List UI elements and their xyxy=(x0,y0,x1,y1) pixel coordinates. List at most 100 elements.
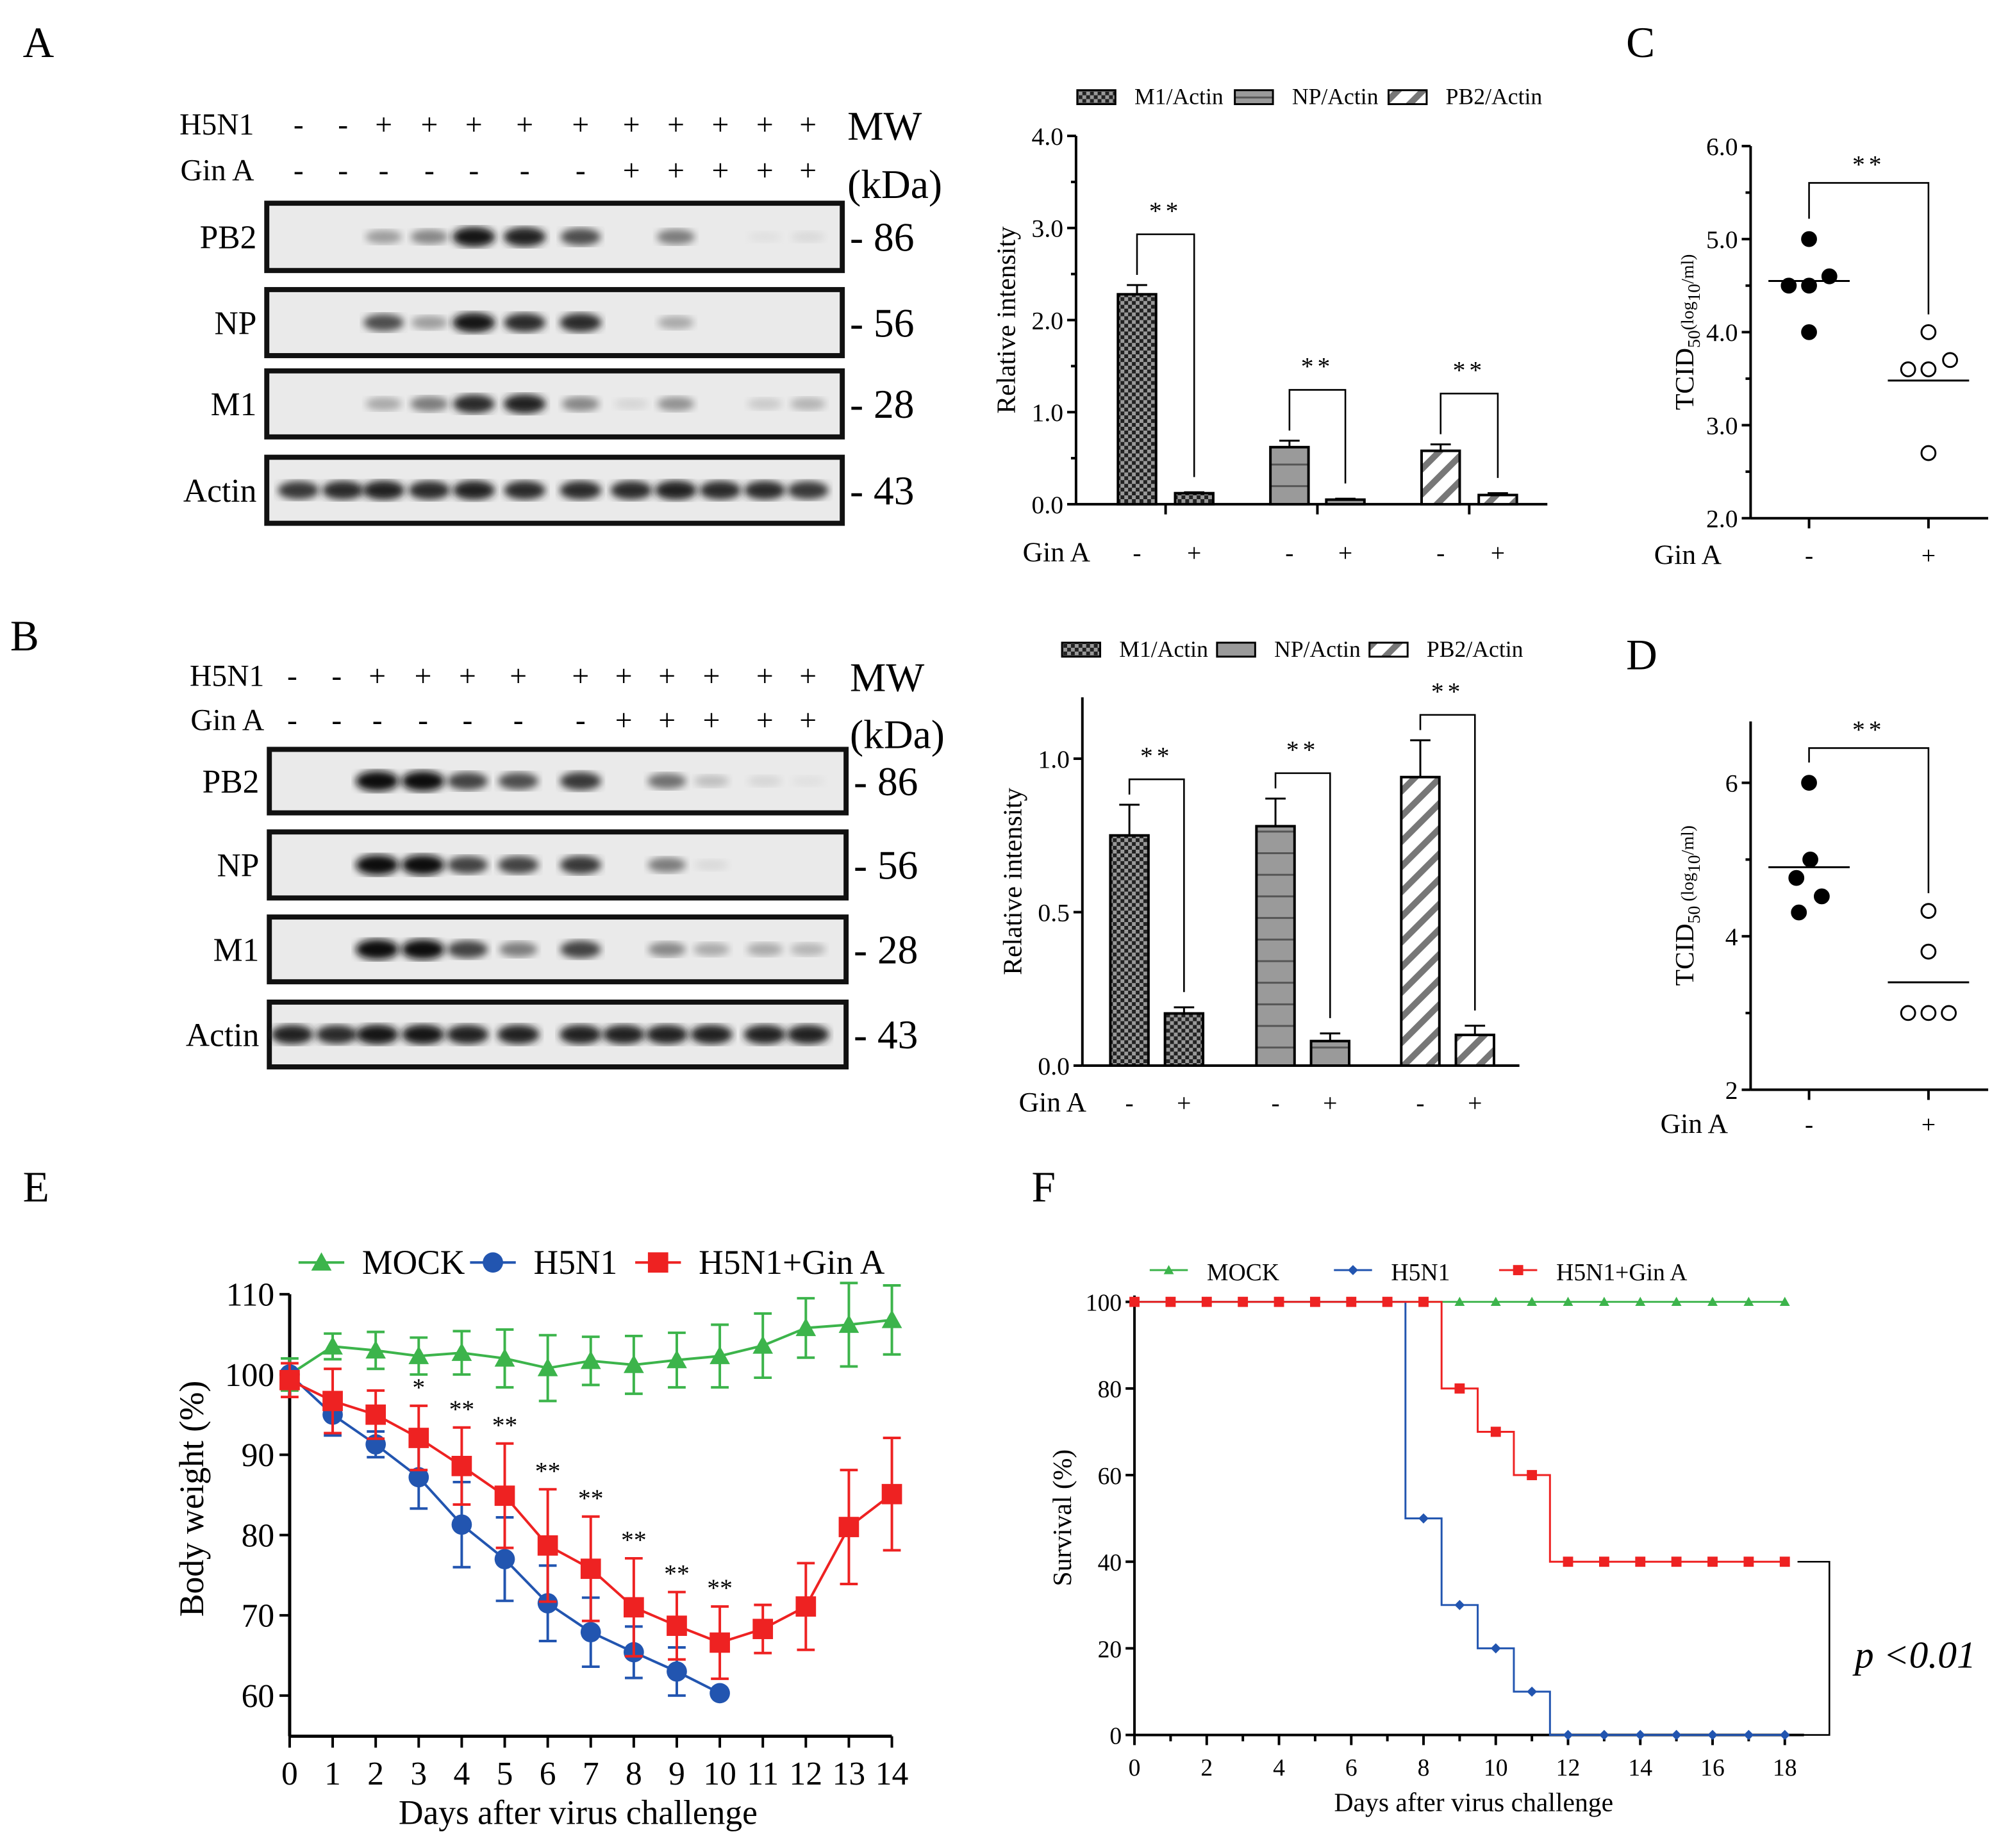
significance-bracket xyxy=(1808,747,1930,893)
bar-group-1: - + ** xyxy=(1255,736,1351,1117)
x-tick-label: 1 xyxy=(324,1756,341,1792)
x-tick-label: 7 xyxy=(583,1756,599,1792)
bar-group-2: - + ** xyxy=(1400,677,1495,1117)
y-tick-label: 100 xyxy=(1086,1290,1122,1317)
data-point xyxy=(1802,852,1818,868)
triangle-marker xyxy=(1490,1296,1501,1307)
gin-a-sign: + xyxy=(703,704,720,738)
label-part: TCID xyxy=(1670,923,1700,986)
x-tick-label: 10 xyxy=(1484,1754,1508,1781)
legend-swatch xyxy=(1368,641,1409,658)
y-tick-label: 40 xyxy=(1098,1549,1122,1576)
x-tick-label: 2 xyxy=(367,1756,384,1792)
triangle-marker xyxy=(1743,1296,1754,1307)
x-tick-label: 0 xyxy=(1129,1754,1141,1781)
x-tick-label: 18 xyxy=(1773,1754,1797,1781)
mw-marker: - 28 xyxy=(850,381,914,427)
square-marker xyxy=(667,1615,687,1637)
x-tick-label: 12 xyxy=(790,1756,823,1792)
diamond-marker xyxy=(1454,1599,1465,1610)
square-marker xyxy=(1238,1296,1249,1307)
y-tick-label: 0 xyxy=(1109,1722,1122,1749)
diamond-marker xyxy=(1779,1729,1790,1740)
x-tick-label: 4 xyxy=(1273,1754,1285,1781)
legend-label: H5N1+Gin A xyxy=(1556,1259,1687,1286)
bar xyxy=(1255,825,1296,1067)
legend-label: H5N1 xyxy=(534,1243,618,1282)
legend-label: NP/Actin xyxy=(1274,636,1361,662)
triangle-marker xyxy=(451,1342,472,1361)
significance-stars: ** xyxy=(664,1560,690,1588)
square-marker xyxy=(1490,1426,1501,1437)
gin-a-label: Gin A xyxy=(1019,1087,1087,1118)
x-tick-label: 11 xyxy=(747,1756,779,1792)
square-marker xyxy=(1129,1296,1140,1307)
circle-marker xyxy=(580,1622,601,1643)
h5n1-sign: + xyxy=(459,659,476,693)
legend-label: MOCK xyxy=(1207,1259,1279,1286)
bar xyxy=(1325,498,1366,506)
blot-label: NP xyxy=(215,305,257,342)
legend-swatch xyxy=(1234,89,1274,106)
band xyxy=(647,773,686,789)
label-part: TCID xyxy=(1670,348,1700,410)
data-point xyxy=(1791,904,1807,921)
category-sign: - xyxy=(1805,541,1813,570)
blot-label: Actin xyxy=(186,1017,259,1053)
significance-stars: ** xyxy=(1149,197,1183,225)
data-point xyxy=(1942,352,1958,368)
survival-step-line xyxy=(1134,1301,1785,1737)
band xyxy=(401,854,445,875)
bar-chart-a: 0.0 1.0 2.0 3.0 4.0 Relative intensity Gin A M1… xyxy=(992,84,1548,568)
gin-a-sign: + xyxy=(1177,1089,1191,1117)
band xyxy=(614,398,649,410)
h5n1-sign: + xyxy=(421,108,438,142)
h5n1-sign: + xyxy=(703,659,720,693)
x-tick-label: 3 xyxy=(410,1756,427,1792)
y-tick-label: 0.0 xyxy=(1038,1052,1070,1080)
gin-a-sign: + xyxy=(799,154,817,187)
panel-label-b: B xyxy=(10,612,39,660)
diamond-marker xyxy=(1527,1687,1538,1697)
square-marker xyxy=(1454,1383,1465,1394)
band xyxy=(363,313,404,331)
band xyxy=(447,855,488,874)
diamond-marker xyxy=(1598,1729,1609,1740)
y-tick-label: 0.5 xyxy=(1038,898,1070,927)
y-tick-label: 5.0 xyxy=(1706,226,1738,254)
data-point xyxy=(1900,361,1916,377)
bar xyxy=(1109,834,1150,1067)
significance-stars: ** xyxy=(621,1526,647,1554)
h5n1-sign: + xyxy=(572,659,589,693)
legend-label: H5N1 xyxy=(1391,1259,1450,1286)
band xyxy=(315,1025,358,1044)
square-marker xyxy=(1274,1296,1284,1307)
series-h5n1-gin-a: H5N1+Gin A xyxy=(1129,1259,1790,1567)
label-part: 10 xyxy=(1684,855,1704,873)
gin-a-sign: - xyxy=(1285,539,1293,567)
square-marker xyxy=(494,1485,515,1506)
y-tick-label: 6 xyxy=(1725,770,1738,798)
legend-swatch xyxy=(1216,641,1256,658)
gin-a-sign: - xyxy=(469,154,479,187)
diamond-marker xyxy=(1743,1729,1754,1740)
band xyxy=(452,313,495,333)
blot-label: NP xyxy=(217,848,260,884)
band xyxy=(602,1025,645,1044)
h5n1-sign: + xyxy=(510,659,527,693)
band xyxy=(748,231,782,242)
triangle-marker xyxy=(537,1358,558,1376)
mw-unit: (kDa) xyxy=(847,161,942,207)
gin-a-sign: + xyxy=(1323,1089,1337,1117)
bar xyxy=(1477,493,1518,506)
square-marker xyxy=(881,1483,902,1505)
gin-a-sign: + xyxy=(658,704,676,738)
gin-a-sign: - xyxy=(1125,1089,1134,1117)
gin-a-sign: + xyxy=(667,154,685,187)
band xyxy=(503,394,546,414)
legend-label: PB2/Actin xyxy=(1427,636,1523,662)
band xyxy=(699,481,742,500)
significance-stars: ** xyxy=(578,1484,604,1512)
blot-label: M1 xyxy=(211,386,257,423)
mw-marker: - 43 xyxy=(854,1012,918,1057)
